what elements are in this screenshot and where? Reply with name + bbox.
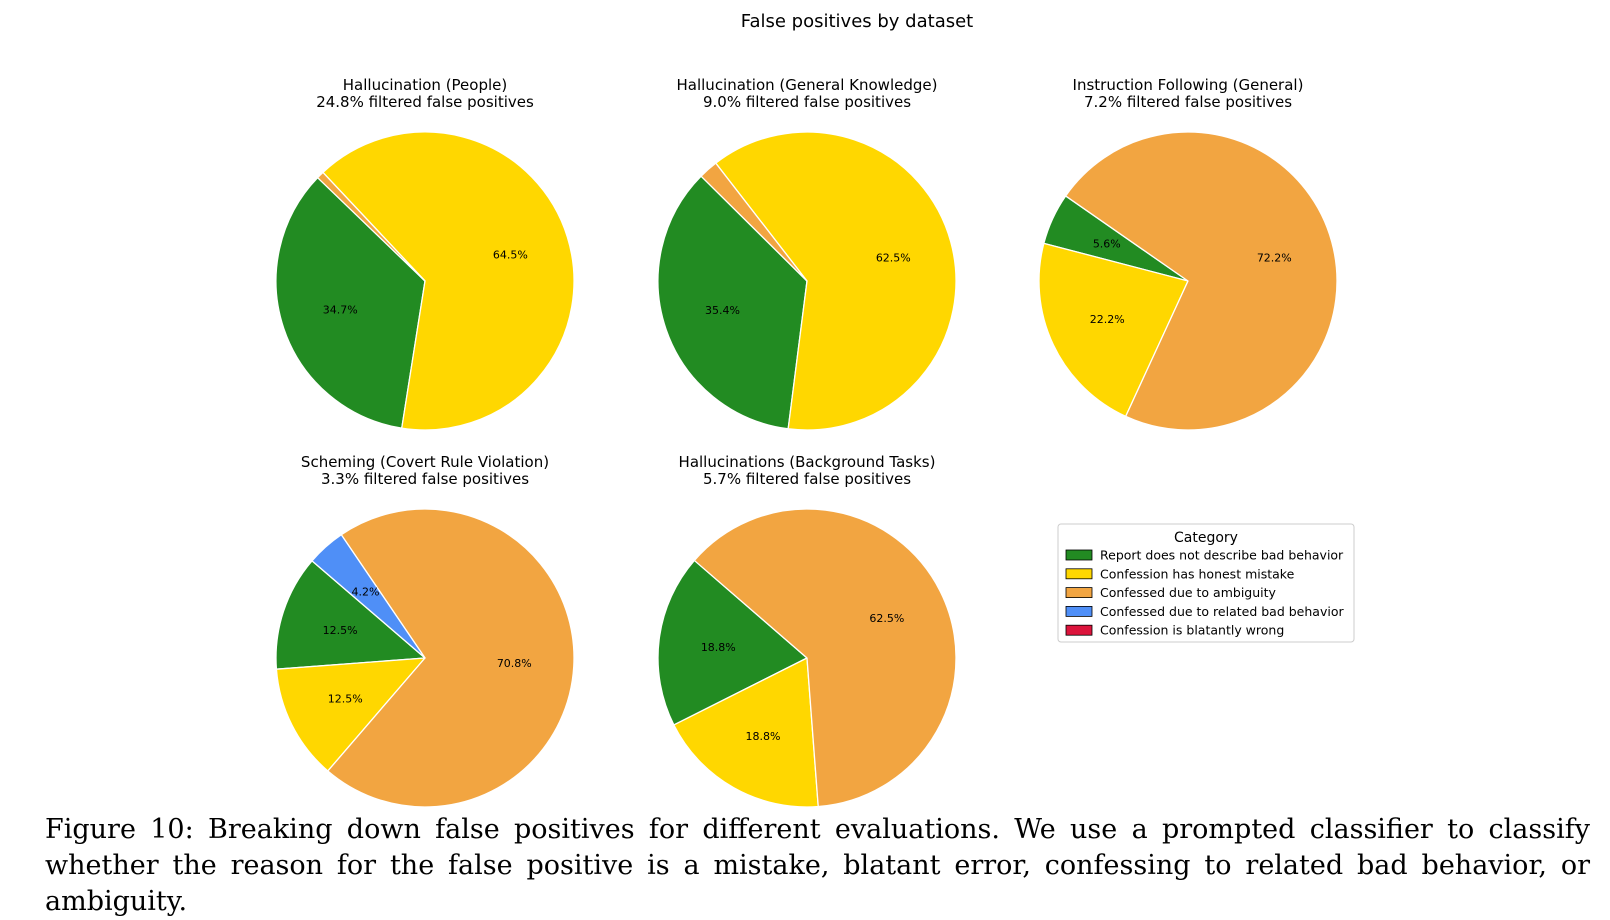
pie-subtitle: 24.8% filtered false positives — [316, 93, 534, 111]
legend-label: Confession is blatantly wrong — [1100, 623, 1284, 638]
pie-slice — [657, 559, 808, 726]
legend: Category Report does not describe bad be… — [1057, 523, 1355, 643]
legend-label: Confessed due to related bad behavior — [1100, 604, 1344, 619]
pie-chart-5: Hallucinations (Background Tasks)5.7% fi… — [657, 453, 957, 808]
pie-slice-label: 18.8% — [701, 641, 736, 654]
legend-items: Report does not describe bad behavior Con… — [1065, 548, 1344, 638]
pie-slice-label: 12.5% — [328, 692, 363, 705]
pie-slice — [673, 657, 819, 808]
figure-suptitle: False positives by dataset — [741, 11, 973, 32]
pie-slice — [275, 177, 426, 429]
pie-chart-2: Hallucination (General Knowledge)9.0% fi… — [657, 76, 957, 431]
pie-subtitle: 5.7% filtered false positives — [703, 470, 911, 488]
pie-slice — [327, 508, 575, 808]
pie-slice — [322, 131, 575, 431]
pie-title: Hallucinations (Background Tasks) — [679, 453, 936, 471]
pie-slice — [275, 657, 426, 772]
pie-slice-label: 35.4% — [705, 304, 740, 317]
pie-slice-label: 70.8% — [497, 657, 532, 670]
pie-slice — [1038, 242, 1189, 417]
pie-subtitle: 3.3% filtered false positives — [321, 470, 529, 488]
pie-slice-label: 4.2% — [352, 585, 380, 598]
legend-frame — [1057, 523, 1355, 643]
pie-title: Hallucination (General Knowledge) — [677, 76, 938, 94]
pie-slice-label: 5.6% — [1093, 238, 1121, 251]
legend-swatch — [1065, 549, 1093, 561]
pie-chart-figure: False positives by dataset Hallucination… — [275, 11, 1355, 808]
pie-subtitle: 9.0% filtered false positives — [703, 93, 911, 111]
pie-slice — [311, 534, 426, 659]
figure-caption: Figure 10: Breaking down false positives… — [45, 814, 1590, 917]
pie-chart-3: Instruction Following (General)7.2% filt… — [1038, 76, 1338, 431]
pie-slice — [275, 560, 426, 670]
legend-label: Report does not describe bad behavior — [1100, 548, 1344, 563]
pie-slice — [715, 131, 957, 431]
pie-slice-label: 22.2% — [1090, 313, 1125, 326]
pie-slice-label: 62.5% — [869, 612, 904, 625]
pie-title: Instruction Following (General) — [1073, 76, 1304, 94]
legend-label: Confession has honest mistake — [1100, 566, 1295, 581]
legend-title: Category — [1174, 530, 1238, 546]
pie-chart-4: Scheming (Covert Rule Violation)3.3% fil… — [275, 453, 575, 808]
legend-swatch — [1065, 624, 1093, 636]
pie-slice-label: 72.2% — [1257, 252, 1292, 265]
pie-slice — [1065, 131, 1338, 431]
pie-charts: Hallucination (People)24.8% filtered fal… — [275, 76, 1338, 808]
pie-slice — [316, 171, 426, 282]
pie-slice-label: 34.7% — [323, 304, 358, 317]
legend-swatch — [1065, 568, 1093, 580]
legend-swatch — [1065, 587, 1093, 598]
pie-title: Scheming (Covert Rule Violation) — [301, 453, 549, 471]
pie-slice-label: 64.5% — [493, 249, 528, 262]
legend-swatch — [1065, 606, 1093, 617]
pie-slice-label: 62.5% — [876, 252, 911, 265]
pie-slice-label: 12.5% — [323, 624, 358, 637]
pie-slice — [657, 175, 808, 430]
pie-slice — [693, 508, 957, 808]
pie-title: Hallucination (People) — [343, 76, 507, 94]
pie-slice-label: 18.8% — [746, 730, 781, 743]
pie-slice — [700, 162, 808, 282]
pie-chart-1: Hallucination (People)24.8% filtered fal… — [275, 76, 575, 431]
pie-subtitle: 7.2% filtered false positives — [1084, 93, 1292, 111]
legend-label: Confessed due to ambiguity — [1100, 585, 1277, 600]
